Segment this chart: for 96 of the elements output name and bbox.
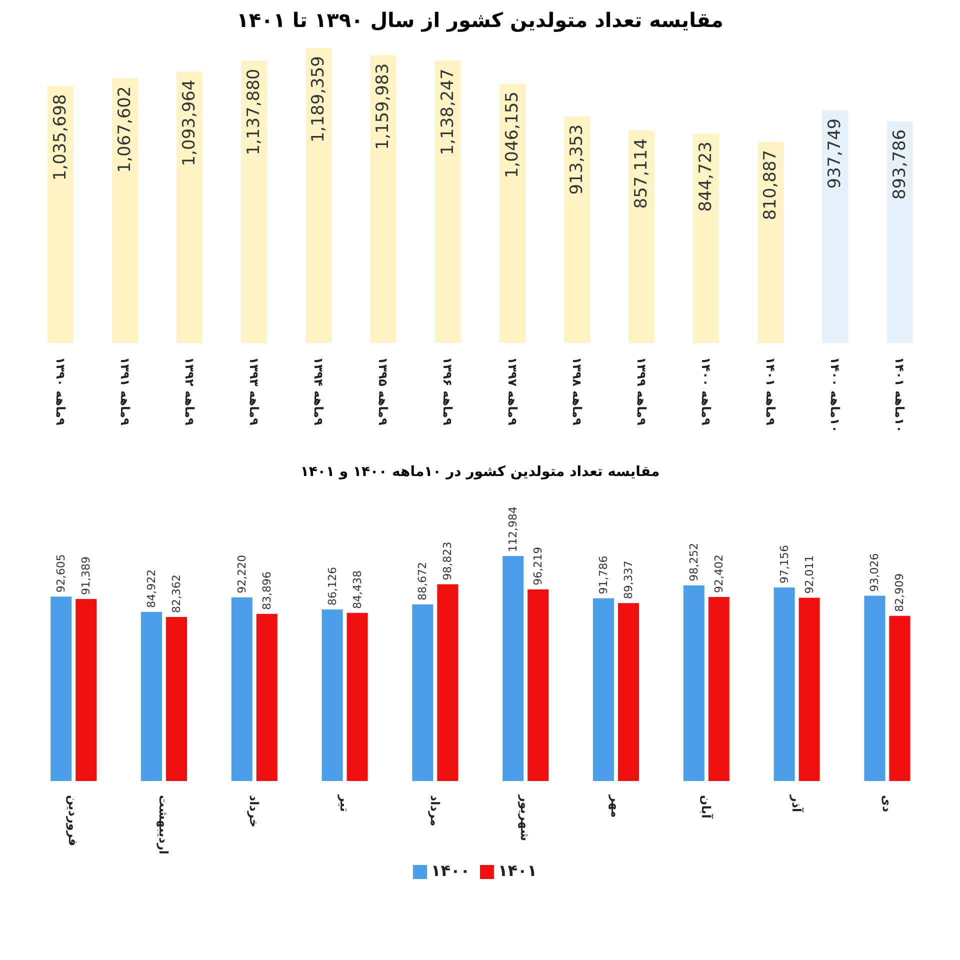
bar [256, 614, 278, 781]
x-tick-label: ۹ماهه ۱۳۹۱ [118, 357, 132, 426]
data-label: 92,011 [802, 555, 816, 594]
data-label: 96,219 [532, 546, 545, 586]
data-label: 86,126 [326, 566, 339, 606]
x-tick-label: ۹ماهه ۱۳۹۷ [505, 357, 520, 426]
data-label: 1,046,155 [502, 92, 522, 178]
data-label: 98,252 [687, 542, 700, 582]
bar [528, 589, 549, 781]
bar [758, 142, 784, 343]
x-tick-label: تیر [337, 794, 352, 812]
bar [434, 60, 461, 343]
bar [564, 116, 590, 343]
chart-title: مقایسه تعداد متولدین کشور از سال ۱۳۹۰ تا ۱۴۰۱ [236, 8, 724, 32]
x-tick-label: آبان [699, 795, 714, 820]
data-label: 1,035,698 [50, 94, 70, 181]
data-label: 893,786 [890, 129, 910, 200]
bar [176, 72, 203, 343]
bar [76, 599, 97, 781]
bar [346, 612, 368, 781]
data-label: 89,337 [622, 560, 635, 600]
bar [231, 597, 252, 781]
bar [306, 48, 332, 343]
data-label: 92,605 [54, 554, 68, 593]
x-tick-label: ۹ماهه ۱۳۹۸ [570, 357, 584, 426]
x-tick-label: ۹ماهه ۱۳۹۵ [376, 357, 390, 426]
data-label: 88,672 [416, 562, 430, 600]
bar [628, 130, 655, 343]
data-label: 112,984 [506, 506, 520, 552]
x-tick-label: فروردین [66, 795, 80, 846]
x-tick-label: آذر [789, 794, 804, 814]
data-label: 84,922 [145, 569, 158, 608]
bar [502, 556, 524, 781]
bar [693, 133, 720, 343]
x-tick-label: ۹ماهه ۱۴۰۰ [699, 357, 713, 426]
data-label: 844,723 [696, 141, 716, 212]
data-label: 1,137,880 [244, 68, 264, 156]
data-label: 97,156 [778, 545, 791, 584]
x-tick-label: ۹ماهه ۱۳۹۰ [53, 357, 68, 426]
x-tick-label: خرداد [247, 795, 261, 828]
legend-label: ۱۴۰۱ [498, 861, 538, 880]
x-tick-label: ۹ماهه ۱۳۹۹ [634, 357, 648, 426]
data-label: 810,887 [760, 150, 781, 220]
bar [708, 596, 730, 781]
bar [112, 78, 138, 343]
bar [370, 55, 396, 343]
x-tick-label: ۱۰ماهه ۱۴۰۰ [828, 357, 842, 433]
legend-label: ۱۴۰۰ [430, 861, 470, 880]
data-label: 92,402 [712, 554, 726, 593]
bar [166, 616, 187, 781]
bar [437, 584, 458, 781]
data-label: 937,749 [825, 118, 846, 189]
x-tick-label: ۹ماهه ۱۳۹۴ [312, 357, 326, 426]
bar [241, 60, 268, 343]
bar [683, 585, 704, 781]
data-label: 1,093,964 [180, 80, 200, 166]
data-label: 84,438 [350, 570, 364, 609]
bar [141, 612, 162, 781]
bar [322, 609, 343, 781]
bar [774, 588, 795, 781]
chart-title: مقایسه تعداد متولدین کشور در ۱۰ماهه ۱۴۰۰ و ۱۴۰۱ [299, 464, 661, 480]
bar [822, 110, 848, 343]
data-label: 1,138,247 [438, 68, 458, 156]
data-label: 82,909 [893, 573, 906, 612]
bar [50, 596, 72, 781]
x-tick-label: ۹ماهه ۱۳۹۶ [440, 357, 455, 426]
data-label: 92,220 [235, 554, 248, 594]
bar [47, 86, 74, 343]
data-label: 91,786 [597, 556, 610, 594]
bar [798, 598, 820, 781]
x-tick-label: اردیبهشت [156, 795, 171, 854]
data-label: 1,159,983 [373, 63, 394, 150]
data-label: 98,823 [441, 542, 454, 580]
data-label: 857,114 [632, 138, 652, 209]
x-tick-label: شهریور [518, 794, 532, 842]
bar [889, 616, 910, 781]
x-tick-label: مرداد [428, 795, 442, 826]
data-label: 913,353 [566, 124, 587, 195]
x-tick-label: ۹ماهه ۱۳۹۲ [182, 357, 196, 426]
data-label: 83,896 [260, 571, 274, 610]
x-tick-label: ۹ماهه ۱۳۹۳ [247, 357, 261, 426]
bar [618, 603, 639, 781]
data-label: 1,067,602 [114, 86, 135, 173]
x-tick-label: دی [880, 795, 894, 812]
x-tick-label: مهر [608, 794, 623, 818]
bar [864, 596, 886, 781]
bar [499, 84, 526, 343]
x-tick-label: ۱۰ماهه ۱۴۰۱ [892, 357, 907, 433]
data-label: 1,189,359 [308, 56, 329, 143]
bar [886, 121, 913, 343]
bar [412, 604, 434, 781]
x-tick-label: ۹ماهه ۱۴۰۱ [764, 357, 778, 426]
data-label: 93,026 [868, 553, 882, 592]
data-label: 91,389 [80, 556, 93, 596]
bar [593, 598, 614, 781]
data-label: 82,362 [170, 574, 183, 613]
